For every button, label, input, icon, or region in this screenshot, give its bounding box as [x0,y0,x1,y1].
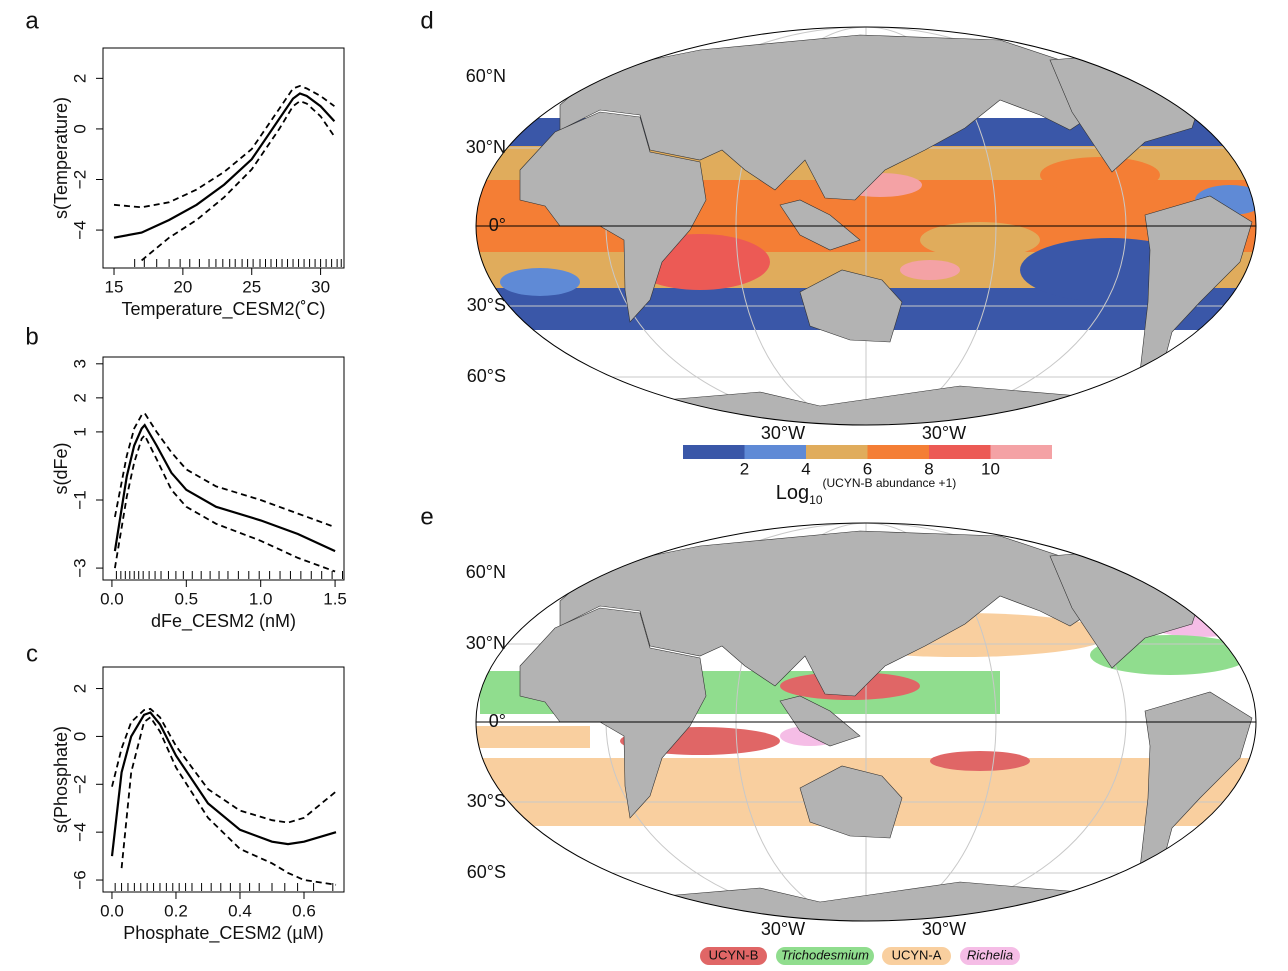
plot-frame [102,666,345,893]
y-tick-label: −1 [70,490,89,509]
x-tick-label: 15 [105,277,124,296]
y-tick-label: −4 [70,822,89,841]
y-tick-label: 0 [70,124,89,133]
plot-frame [102,47,345,269]
map-d [475,26,1257,426]
latitude-label: 60°N [466,562,506,582]
legend-label: Richelia [967,947,1013,962]
x-tick-label: 20 [173,277,192,296]
x-tick-label: 25 [242,277,261,296]
legend-swatch [776,947,874,965]
panel-label: e [420,503,433,530]
colorbar-tick-label: 2 [740,459,749,478]
map-e [475,522,1257,922]
y-axis-label: s(Phosphate) [51,726,71,833]
x-tick-label: 1.5 [323,589,347,608]
colorbar-title-part: Log [776,482,809,504]
y-tick-label: 1 [70,427,89,436]
y-axis-label: s(Temperature) [51,97,71,219]
y-tick-label: 3 [70,359,89,368]
colorbar-tick-label: 8 [924,459,933,478]
longitude-label: 30°W [761,423,805,443]
gam-curve [141,100,336,262]
gam-curve [114,433,336,573]
x-tick-label: 0.4 [228,901,252,920]
colorbar-swatch [806,445,868,459]
panel-label: b [25,323,38,350]
colorbar-swatch [867,445,929,459]
latitude-label: 60°N [466,66,506,86]
legend-label: UCYN-B [709,947,759,962]
latitude-label: 30°S [467,295,506,315]
colorbar-swatch [990,445,1052,459]
y-tick-label: −3 [70,558,89,577]
gam-curve [114,411,336,529]
colorbar-tick-label: 6 [863,459,872,478]
x-tick-label: 0.6 [292,901,316,920]
x-tick-label: 30 [311,277,330,296]
x-tick-label: 0.5 [174,589,198,608]
y-tick-label: 2 [70,393,89,402]
colorbar-title: Log10(UCYN-B abundance +1) [776,476,956,507]
x-axis-label: Temperature_CESM2(˚C) [121,299,325,320]
gam-curve [113,423,336,553]
longitude-label: 30°W [922,919,966,939]
latitude-label: 0° [489,215,506,235]
y-tick-label: −4 [70,220,89,239]
legend-swatch [882,947,951,965]
longitude-label: 30°W [761,919,805,939]
panel-label: d [420,7,433,34]
panel-label: a [25,7,39,34]
colorbar-tick-label: 10 [981,459,1000,478]
plot-frame [102,356,345,581]
latitude-label: 30°N [466,633,506,653]
y-tick-label: −2 [70,775,89,794]
gam-curve [113,92,336,239]
x-tick-label: 0.0 [100,901,124,920]
x-axis-label: Phosphate_CESM2 (µM) [123,923,323,944]
latitude-label: 0° [489,711,506,731]
latitude-label: 30°N [466,137,506,157]
latitude-label: 60°S [467,366,506,386]
y-tick-label: −2 [70,170,89,189]
legend-swatch [960,947,1020,965]
gam-curve [111,707,337,824]
gam-curve [110,711,337,857]
y-tick-label: 0 [70,732,89,741]
y-tick-label: −6 [70,870,89,889]
colorbar-title-part: 10 [809,493,823,507]
x-tick-label: 0.0 [100,589,124,608]
y-tick-label: 2 [70,684,89,693]
legend-label: Trichodesmium [781,947,869,962]
colorbar-swatch [929,445,991,459]
longitude-label: 30°W [922,423,966,443]
y-tick-label: 2 [70,74,89,83]
latitude-label: 30°S [467,791,506,811]
x-axis-label: dFe_CESM2 (nM) [151,611,296,632]
gam-curve [113,84,335,209]
latitude-label: 60°S [467,862,506,882]
colorbar-tick-label: 4 [801,459,810,478]
panel-label: c [26,640,38,667]
x-tick-label: 0.2 [164,901,188,920]
y-axis-label: s(dFe) [51,442,71,494]
legend-label: UCYN-A [892,947,942,962]
gam-curve [120,716,337,886]
legend-swatch [700,947,767,965]
colorbar-swatch [683,445,745,459]
x-tick-label: 1.0 [249,589,273,608]
colorbar-swatch [744,445,806,459]
colorbar-title-part: (UCYN-B abundance +1) [823,476,957,490]
